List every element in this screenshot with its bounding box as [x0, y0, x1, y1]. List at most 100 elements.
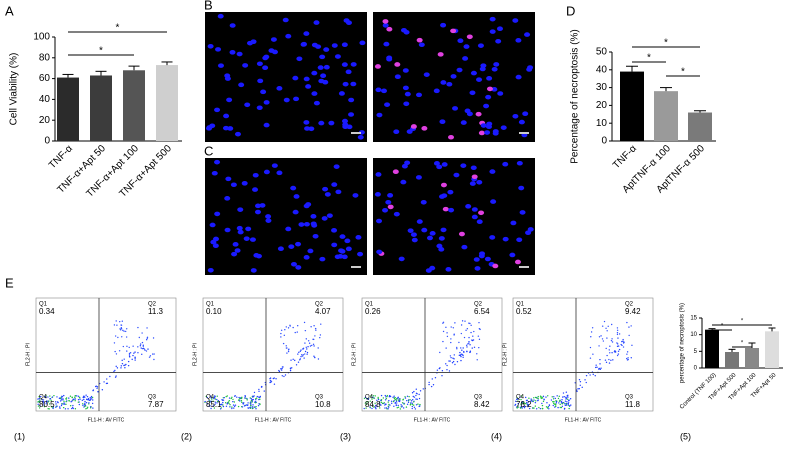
quadrant-value: 80.5: [39, 400, 55, 409]
nucleus: [497, 91, 504, 96]
event-dot: [59, 400, 62, 402]
event-dot: [385, 397, 388, 400]
nucleus: [480, 63, 487, 68]
nucleus: [344, 238, 351, 244]
event-dot: [45, 401, 48, 403]
event-dot: [239, 400, 241, 402]
nucleus: [263, 122, 270, 128]
quadrant-name: Q3: [148, 395, 157, 401]
nucleus: [385, 199, 392, 205]
quadrant-name: Q2: [474, 302, 483, 308]
event-dot: [280, 369, 283, 371]
event-dot: [418, 397, 421, 400]
event-dot: [134, 359, 136, 361]
event-dot: [43, 402, 45, 404]
nucleus: [480, 123, 487, 128]
event-dot: [380, 404, 382, 406]
event-dot: [363, 407, 365, 410]
quadrant-value: 85.1: [206, 400, 222, 409]
event-dot: [585, 374, 588, 377]
event-dot: [554, 403, 557, 405]
nucleus: [209, 222, 216, 228]
nucleus: [337, 254, 344, 259]
event-dot: [631, 344, 633, 347]
nucleus: [293, 194, 300, 199]
event-dot: [115, 365, 117, 368]
nucleus: [382, 19, 389, 24]
event-dot: [521, 407, 523, 409]
event-dot: [228, 402, 230, 405]
event-dot: [237, 405, 240, 408]
nucleus: [471, 207, 478, 212]
event-dot: [291, 367, 293, 369]
bar: [765, 331, 779, 368]
event-dot: [564, 400, 567, 402]
event-dot: [561, 399, 563, 401]
y-tick-label: 50: [596, 47, 608, 58]
event-dot: [401, 405, 403, 407]
event-dot: [297, 361, 300, 363]
event-dot: [460, 347, 462, 349]
y-tick-label: 0: [44, 136, 50, 147]
event-dot: [114, 376, 117, 378]
event-dot: [387, 408, 389, 410]
nucleus: [440, 80, 447, 85]
event-dot: [152, 353, 154, 355]
event-dot: [469, 351, 471, 354]
event-dot: [460, 359, 462, 362]
event-dot: [395, 399, 398, 401]
nucleus: [310, 214, 317, 219]
event-dot: [56, 401, 59, 403]
event-dot: [453, 358, 455, 360]
event-dot: [289, 324, 291, 327]
nucleus: [271, 163, 278, 168]
nucleus: [257, 78, 264, 84]
nucleus: [421, 126, 428, 131]
event-dot: [114, 335, 117, 337]
event-dot: [314, 327, 317, 330]
event-dot: [579, 384, 581, 386]
event-dot: [82, 404, 84, 407]
nucleus: [445, 267, 452, 272]
event-dot: [446, 369, 448, 371]
quadrant-value: 78.2: [516, 400, 532, 409]
nucleus: [491, 87, 498, 92]
nucleus: [265, 214, 272, 219]
event-dot: [137, 326, 139, 329]
event-dot: [617, 350, 620, 353]
event-dot: [589, 374, 591, 376]
event-dot: [609, 345, 611, 347]
event-dot: [71, 407, 73, 410]
event-dot: [37, 398, 39, 400]
event-dot: [117, 336, 119, 339]
event-dot: [565, 404, 568, 406]
event-dot: [115, 353, 118, 355]
nucleus: [440, 182, 447, 188]
x-axis-label: FL1-H : AV FITC: [565, 417, 602, 423]
nucleus: [515, 38, 522, 43]
nucleus: [516, 160, 523, 166]
event-dot: [396, 402, 398, 404]
event-dot: [617, 353, 620, 355]
nucleus: [471, 214, 478, 220]
quadrant-name: Q3: [625, 395, 634, 401]
event-dot: [281, 367, 283, 370]
nucleus: [236, 51, 243, 57]
event-dot: [63, 394, 65, 397]
event-dot: [380, 399, 382, 402]
nucleus: [350, 62, 357, 67]
event-dot: [249, 401, 252, 403]
event-dot: [367, 398, 370, 400]
event-dot: [81, 399, 84, 401]
event-dot: [229, 406, 231, 408]
event-dot: [86, 398, 88, 400]
event-dot: [452, 360, 455, 363]
event-dot: [569, 398, 572, 400]
event-dot: [598, 336, 601, 338]
event-dot: [309, 345, 312, 347]
x-tick-label: TNF-α: [47, 143, 75, 171]
nucleus: [231, 251, 238, 257]
event-dot: [231, 407, 233, 410]
event-dot: [109, 375, 111, 378]
event-dot: [255, 399, 257, 401]
